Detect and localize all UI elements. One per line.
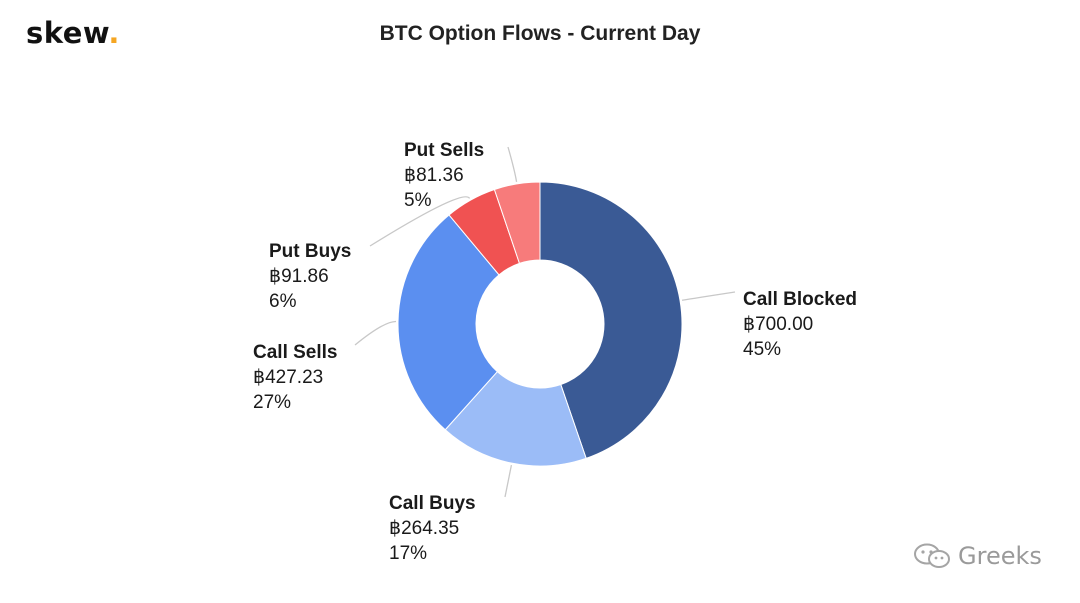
slice-label-percent: 5% <box>404 190 432 211</box>
connector-line <box>504 465 513 498</box>
slice-label-value: ฿700.00 <box>743 314 813 335</box>
slice-label-value: ฿81.36 <box>404 165 464 186</box>
connector-line <box>681 291 736 301</box>
watermark: Greeks <box>912 542 1042 570</box>
slice-label-value: ฿427.23 <box>253 367 323 388</box>
slice-label-name: Call Buys <box>389 493 476 514</box>
slice-label-percent: 6% <box>269 291 297 312</box>
slice-put-sells <box>493 181 541 265</box>
slice-label-value: ฿264.35 <box>389 518 459 539</box>
slice-label-name: Put Buys <box>269 241 351 262</box>
connector-line <box>507 146 518 183</box>
connector-line <box>354 320 397 346</box>
slice-label-name: Call Blocked <box>743 289 857 310</box>
slice-label-name: Call Sells <box>253 342 338 363</box>
connector-line <box>369 196 471 247</box>
slice-call-sells <box>397 214 500 431</box>
slice-label-percent: 17% <box>389 543 427 564</box>
slice-label-value: ฿91.86 <box>269 266 329 287</box>
slice-call-blocked <box>539 181 683 459</box>
slice-label-percent: 27% <box>253 392 291 413</box>
slice-call-buys <box>444 370 587 467</box>
slice-label-name: Put Sells <box>404 140 484 161</box>
watermark-text: Greeks <box>958 542 1042 570</box>
logo-dot: . <box>108 16 120 50</box>
slice-label-percent: 45% <box>743 339 781 360</box>
wechat-icon <box>914 543 950 568</box>
chart-title: BTC Option Flows - Current Day <box>379 22 701 45</box>
logo-text: skew <box>26 16 109 50</box>
skew-logo: skew. <box>26 16 120 50</box>
